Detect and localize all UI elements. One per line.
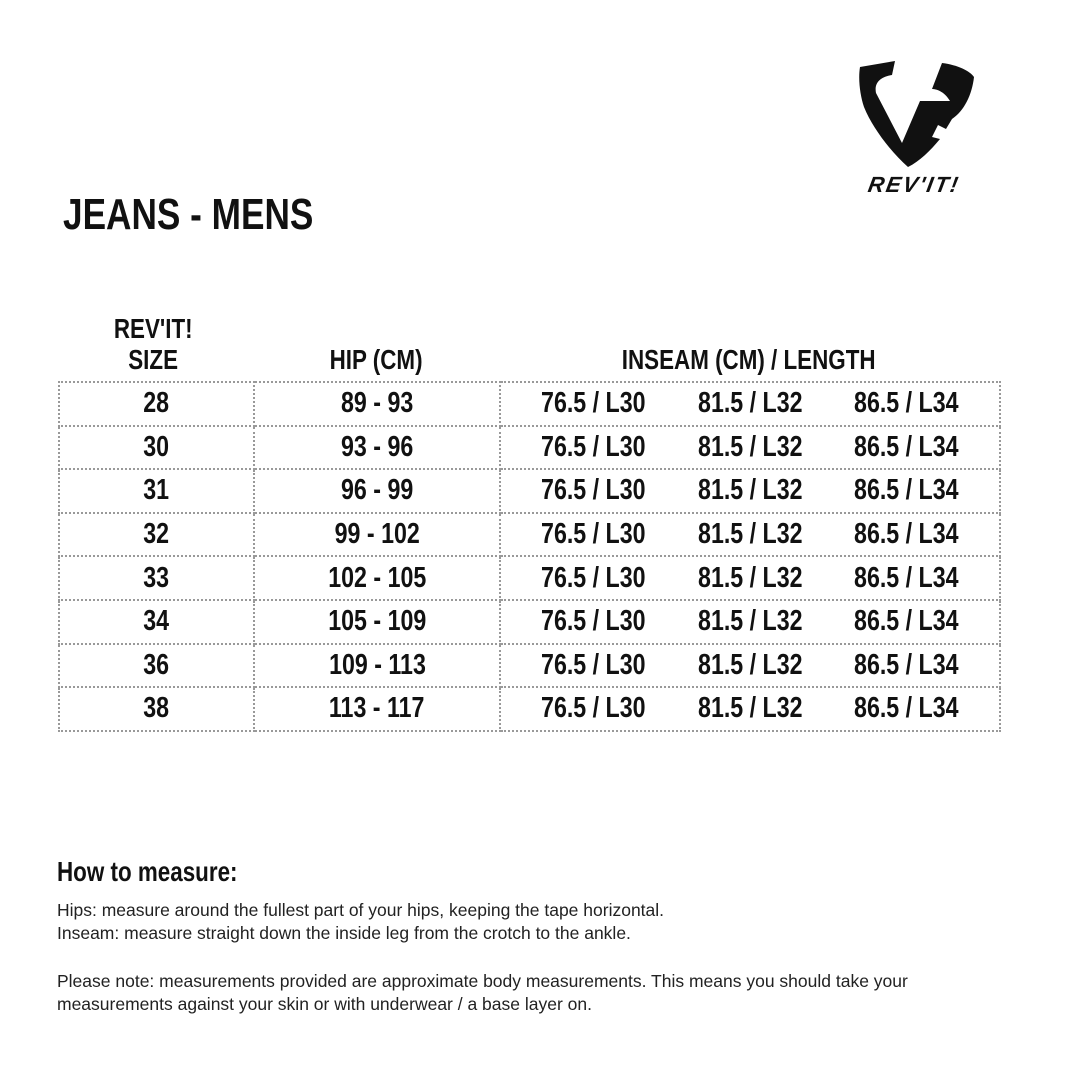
inseam-value: 86.5 / L34 xyxy=(854,518,959,551)
inseam-value: 76.5 / L30 xyxy=(541,648,646,681)
inseam-value: 86.5 / L34 xyxy=(854,430,959,463)
inseam-value: 81.5 / L32 xyxy=(697,430,803,463)
inseam-cell: 76.5 / L30 81.5 / L32 86.5 / L34 xyxy=(499,468,1001,514)
inseam-value: 76.5 / L30 xyxy=(541,518,646,551)
size-cell: 31 xyxy=(58,468,255,514)
hip-cell: 89 - 93 xyxy=(253,381,501,427)
note-line-2: measurements against your skin or with u… xyxy=(57,994,592,1014)
size-cell: 34 xyxy=(58,598,255,645)
size-cell: 32 xyxy=(58,511,255,558)
inseam-value: 86.5 / L34 xyxy=(854,605,959,638)
inseam-value: 76.5 / L30 xyxy=(541,561,646,594)
svg-text:REV'IT!: REV'IT! xyxy=(866,172,962,195)
inseam-value: 76.5 / L30 xyxy=(541,692,646,725)
inseam-value: 81.5 / L32 xyxy=(697,648,803,681)
inseam-value: 86.5 / L34 xyxy=(854,561,959,594)
hip-cell: 96 - 99 xyxy=(253,468,501,514)
inseam-value: 81.5 / L32 xyxy=(697,692,803,725)
revit-logo: REV'IT! xyxy=(840,55,990,197)
inseam-cell: 76.5 / L30 81.5 / L32 86.5 / L34 xyxy=(499,686,1001,732)
hip-cell: 105 - 109 xyxy=(253,598,501,645)
hip-header: HIP (CM) xyxy=(329,344,423,375)
inseam-value: 81.5 / L32 xyxy=(697,387,803,420)
page-title: JEANS - MENS xyxy=(63,190,314,239)
hips-instructions: Hips: measure around the fullest part of… xyxy=(57,900,665,920)
hip-cell: 113 - 117 xyxy=(253,686,501,732)
inseam-value: 76.5 / L30 xyxy=(541,474,646,507)
size-cell: 33 xyxy=(58,555,255,601)
size-table: 28 89 - 93 76.5 / L30 81.5 / L32 86.5 / L34 3… xyxy=(58,381,1001,732)
hip-cell: 102 - 105 xyxy=(253,555,501,601)
inseam-value: 86.5 / L34 xyxy=(854,387,959,420)
table-row: 36 109 - 113 76.5 / L30 81.5 / L32 86.5 / L3… xyxy=(58,642,1001,689)
table-row: 30 93 - 96 76.5 / L30 81.5 / L32 86.5 / L34 xyxy=(58,424,1001,471)
inseam-cell: 76.5 / L30 81.5 / L32 86.5 / L34 xyxy=(499,598,1001,645)
inseam-cell: 76.5 / L30 81.5 / L32 86.5 / L34 xyxy=(499,555,1001,601)
table-row: 32 99 - 102 76.5 / L30 81.5 / L32 86.5 / L34 xyxy=(58,511,1001,558)
inseam-value: 81.5 / L32 xyxy=(697,474,803,507)
note-line-1: Please note: measurements provided are a… xyxy=(57,971,908,991)
inseam-value: 86.5 / L34 xyxy=(854,474,959,507)
table-row: 31 96 - 99 76.5 / L30 81.5 / L32 86.5 / L34 xyxy=(58,468,1001,514)
inseam-value: 76.5 / L30 xyxy=(541,430,646,463)
inseam-cell: 76.5 / L30 81.5 / L32 86.5 / L34 xyxy=(499,511,1001,558)
inseam-value: 81.5 / L32 xyxy=(697,605,803,638)
hip-cell: 99 - 102 xyxy=(253,511,501,558)
inseam-value: 86.5 / L34 xyxy=(854,692,959,725)
size-cell: 38 xyxy=(58,686,255,732)
size-header: REV'IT! SIZE xyxy=(113,313,193,375)
inseam-cell: 76.5 / L30 81.5 / L32 86.5 / L34 xyxy=(499,424,1001,471)
table-row: 34 105 - 109 76.5 / L30 81.5 / L32 86.5 / L3… xyxy=(58,598,1001,645)
how-to-heading: How to measure: xyxy=(57,856,238,887)
table-row: 38 113 - 117 76.5 / L30 81.5 / L32 86.5 / L3… xyxy=(58,686,1001,732)
size-cell: 30 xyxy=(58,424,255,471)
inseam-value: 76.5 / L30 xyxy=(541,605,646,638)
hip-cell: 93 - 96 xyxy=(253,424,501,471)
table-row: 33 102 - 105 76.5 / L30 81.5 / L32 86.5 / L3… xyxy=(58,555,1001,601)
inseam-value: 81.5 / L32 xyxy=(697,561,803,594)
inseam-value: 86.5 / L34 xyxy=(854,648,959,681)
table-row: 28 89 - 93 76.5 / L30 81.5 / L32 86.5 / L34 xyxy=(58,381,1001,427)
inseam-instructions: Inseam: measure straight down the inside… xyxy=(57,923,631,943)
inseam-cell: 76.5 / L30 81.5 / L32 86.5 / L34 xyxy=(499,642,1001,689)
size-cell: 36 xyxy=(58,642,255,689)
inseam-header: INSEAM (CM) / LENGTH xyxy=(622,344,876,375)
inseam-value: 76.5 / L30 xyxy=(541,387,646,420)
hip-cell: 109 - 113 xyxy=(253,642,501,689)
inseam-cell: 76.5 / L30 81.5 / L32 86.5 / L34 xyxy=(499,381,1001,427)
inseam-value: 81.5 / L32 xyxy=(697,518,803,551)
size-cell: 28 xyxy=(58,381,255,427)
